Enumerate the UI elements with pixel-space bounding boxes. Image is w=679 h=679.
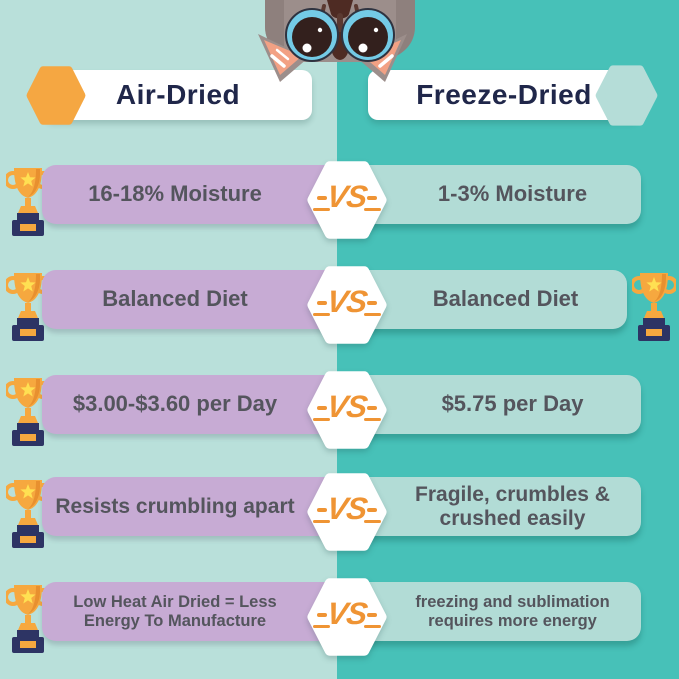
trophy-icon [6,375,50,449]
comparison-row-diet: Balanced Diet Balanced Diet VS [0,266,679,344]
vs-speedline-icon [313,418,330,421]
freeze-dried-value: freezing and sublimation requires more e… [415,593,610,630]
cat-illustration [250,0,430,84]
air-dried-value-pill: Resists crumbling apart [42,477,352,536]
freeze-dried-value: 1-3% Moisture [437,181,588,207]
vs-dash-icon [367,508,377,512]
vs-label: VS [324,179,370,214]
comparison-row-cost: $3.00-$3.60 per Day $5.75 per Day VS [0,371,679,449]
freeze-dried-value: Fragile, crumbles & crushed easily [415,482,610,530]
vs-dash-icon [317,508,327,512]
air-dried-value-pill: $3.00-$3.60 per Day [42,375,352,434]
teal-hexagon-icon [593,62,660,129]
vs-speedline-icon [313,313,330,316]
vs-badge: VS [304,469,390,555]
vs-label: VS [324,596,370,631]
vs-badge: VS [304,574,390,660]
vs-speedline-icon [364,418,381,421]
vs-label: VS [324,491,370,526]
comparison-row-moisture: 16-18% Moisture 1-3% Moisture VS [0,161,679,239]
vs-dash-icon [317,301,327,305]
vs-label: VS [324,284,370,319]
vs-speedline-icon [313,520,330,523]
trophy-icon [6,165,50,239]
air-dried-value: Low Heat Air Dried = Less Energy To Manu… [73,593,277,630]
orange-hexagon-icon [24,63,88,128]
vs-speedline-icon [313,208,330,211]
vs-badge: VS [304,367,390,453]
vs-dash-icon [317,613,327,617]
vs-dash-icon [367,196,377,200]
freeze-dried-value-pill: freezing and sublimation requires more e… [330,582,641,641]
vs-dash-icon [317,406,327,410]
freeze-dried-value: $5.75 per Day [441,391,584,417]
vs-speedline-icon [364,625,381,628]
header-freeze-dried-label: Freeze-Dried [416,79,592,110]
air-dried-value: Resists crumbling apart [55,494,295,518]
air-dried-value-pill: Balanced Diet [42,270,352,329]
header-freeze-dried: Freeze-Dried [368,70,640,120]
vs-speedline-icon [364,520,381,523]
air-dried-value-pill: 16-18% Moisture [42,165,352,224]
trophy-icon [6,477,50,551]
comparison-row-energy: Low Heat Air Dried = Less Energy To Manu… [0,578,679,656]
air-dried-value-pill: Low Heat Air Dried = Less Energy To Manu… [42,582,352,641]
vs-speedline-icon [364,208,381,211]
freeze-dried-value: Balanced Diet [432,286,579,312]
vs-label: VS [324,389,370,424]
vs-speedline-icon [364,313,381,316]
air-dried-value: 16-18% Moisture [88,181,262,207]
comparison-row-durability: Resists crumbling apart Fragile, crumble… [0,473,679,551]
vs-dash-icon [317,196,327,200]
vs-dash-icon [367,613,377,617]
air-dried-value: $3.00-$3.60 per Day [72,391,278,417]
air-dried-value: Balanced Diet [102,286,248,312]
vs-badge: VS [304,157,390,243]
header-air-dried: Air-Dried [44,70,312,120]
vs-badge: VS [304,262,390,348]
trophy-icon [632,270,676,344]
vs-speedline-icon [313,625,330,628]
vs-dash-icon [367,406,377,410]
vs-dash-icon [367,301,377,305]
header-air-dried-label: Air-Dried [115,79,241,110]
